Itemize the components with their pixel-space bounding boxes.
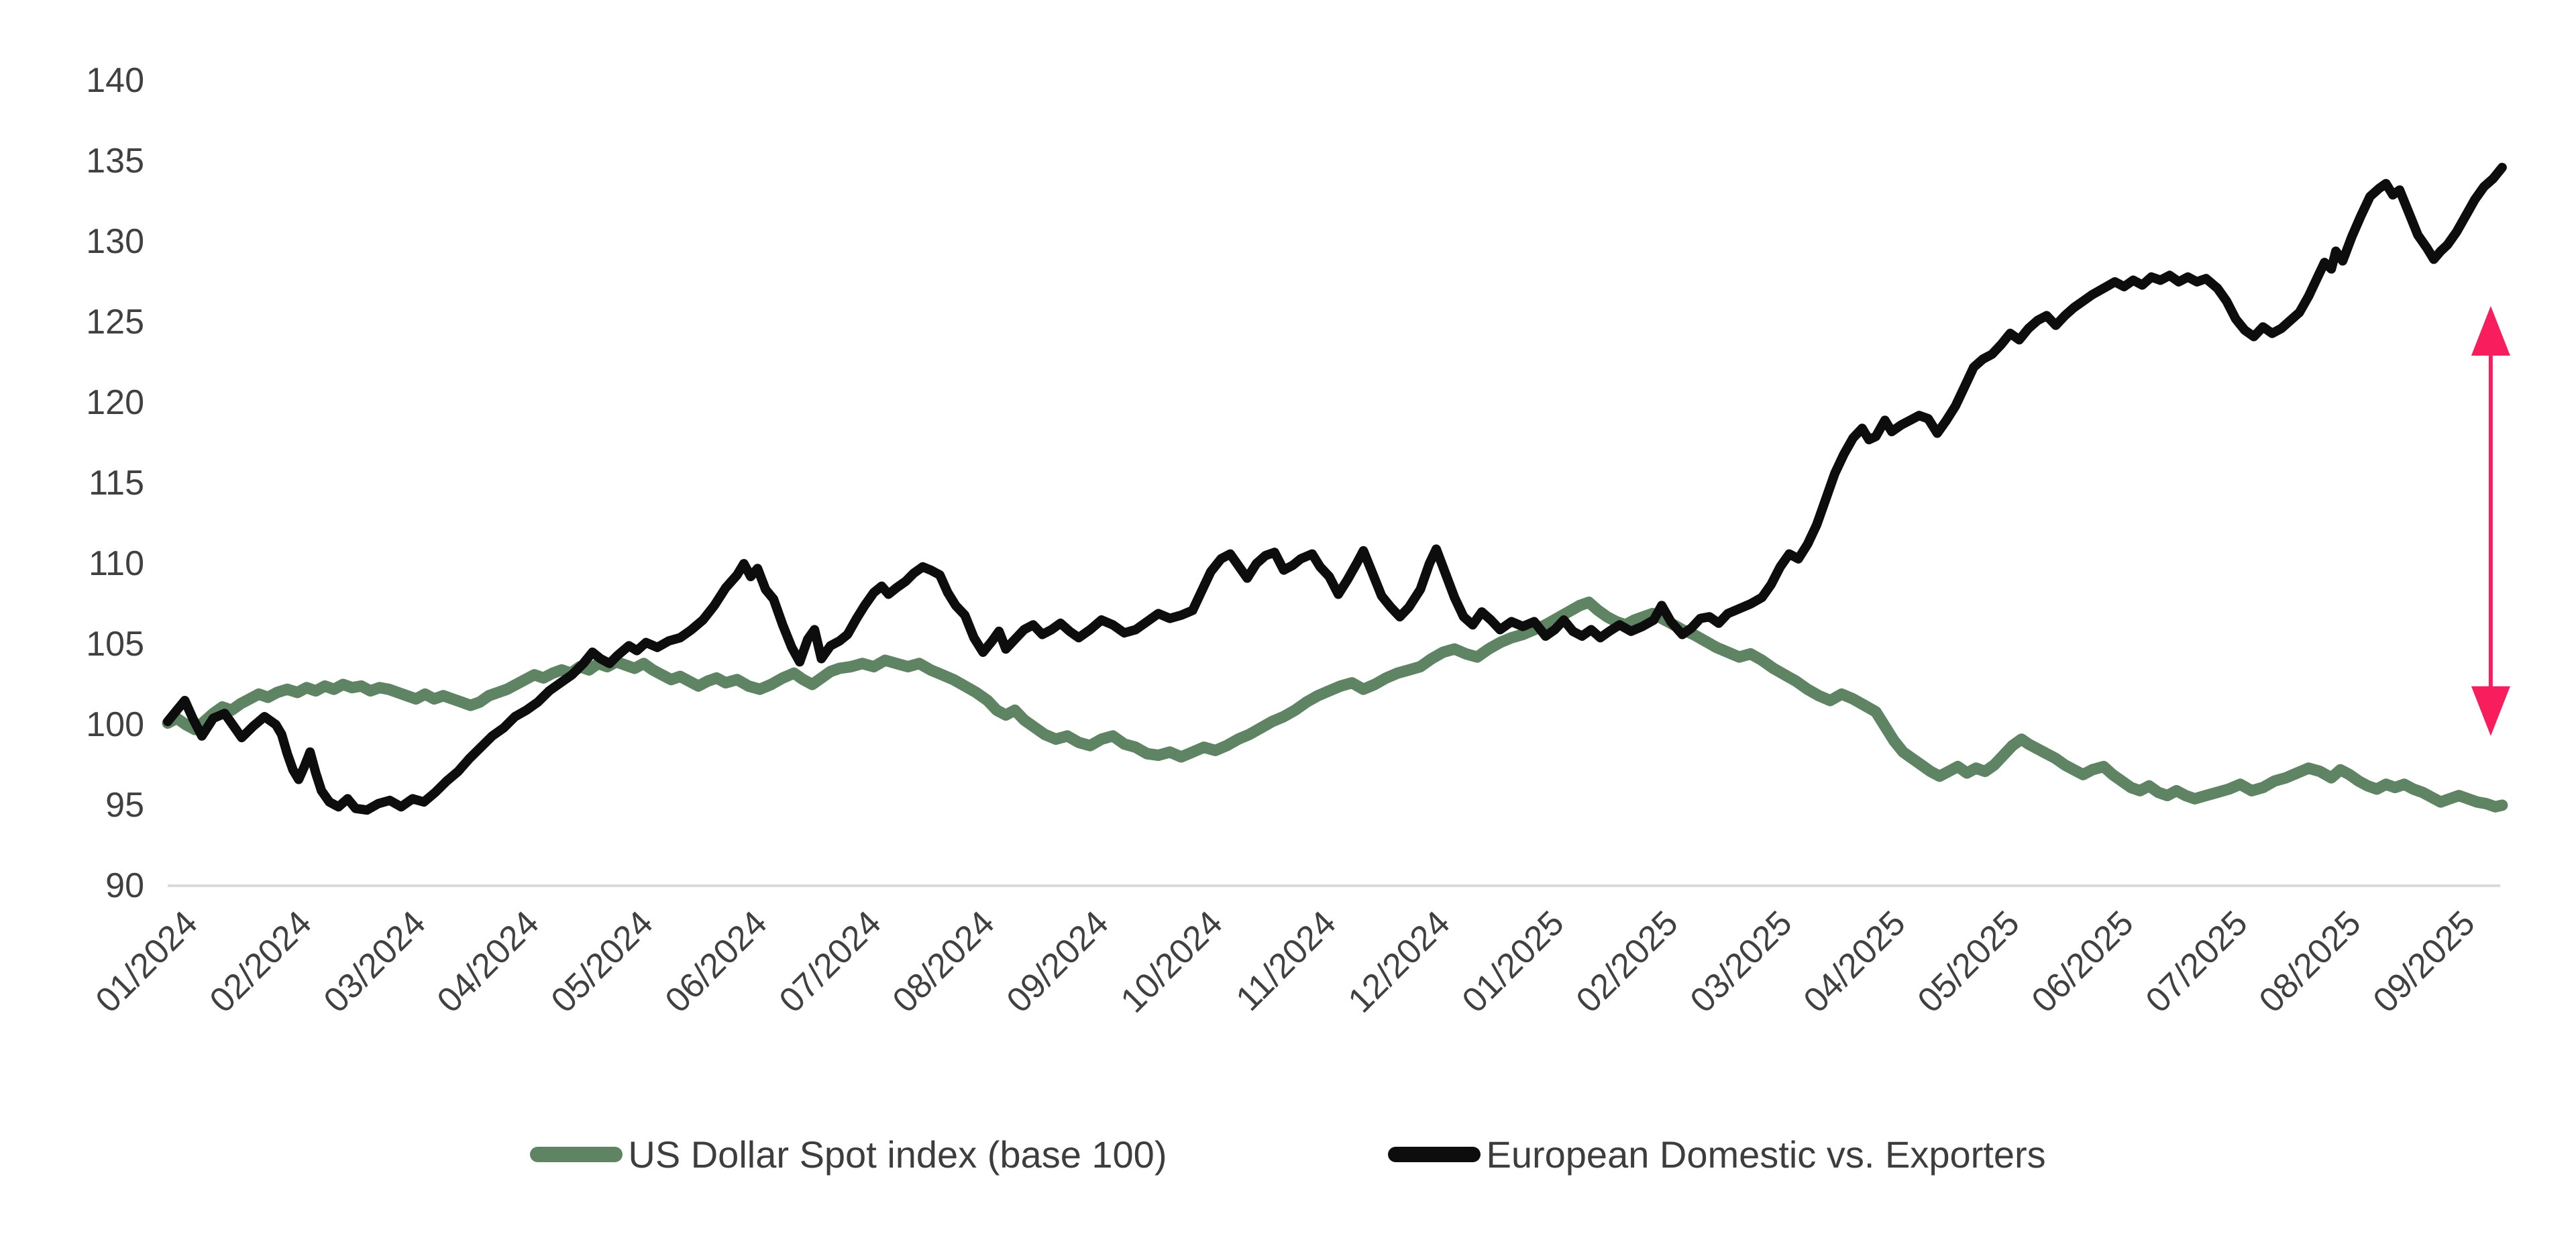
- legend-label: European Domestic vs. Exporters: [1486, 1133, 2046, 1176]
- y-axis-tick-label: 105: [86, 625, 144, 664]
- series-line-us-dollar: [162, 597, 2508, 813]
- legend-label: US Dollar Spot index (base 100): [628, 1133, 1167, 1176]
- y-axis-tick-label: 140: [86, 61, 144, 100]
- legend: US Dollar Spot index (base 100) European…: [0, 1133, 2576, 1176]
- legend-item-us-dollar: US Dollar Spot index (base 100): [530, 1133, 1167, 1176]
- y-axis-tick-label: 125: [86, 303, 144, 342]
- y-axis-tick-label: 135: [86, 142, 144, 181]
- legend-item-european-domestic: European Domestic vs. Exporters: [1388, 1133, 2046, 1176]
- legend-swatch-black-line-icon: [1388, 1147, 1481, 1162]
- y-axis-tick-label: 95: [105, 786, 144, 825]
- y-axis-tick-label: 110: [89, 544, 144, 583]
- y-axis-tick-label: 100: [86, 705, 144, 744]
- y-axis-tick-label: 115: [89, 464, 144, 503]
- divergence-arrow: [2471, 306, 2510, 736]
- y-axis-tick-label: 90: [105, 866, 144, 905]
- legend-swatch-green-line-icon: [530, 1147, 623, 1162]
- series-line-european-domestic: [163, 162, 2507, 815]
- y-axis-tick-label: 130: [86, 222, 144, 261]
- y-axis-tick-label: 120: [86, 383, 144, 422]
